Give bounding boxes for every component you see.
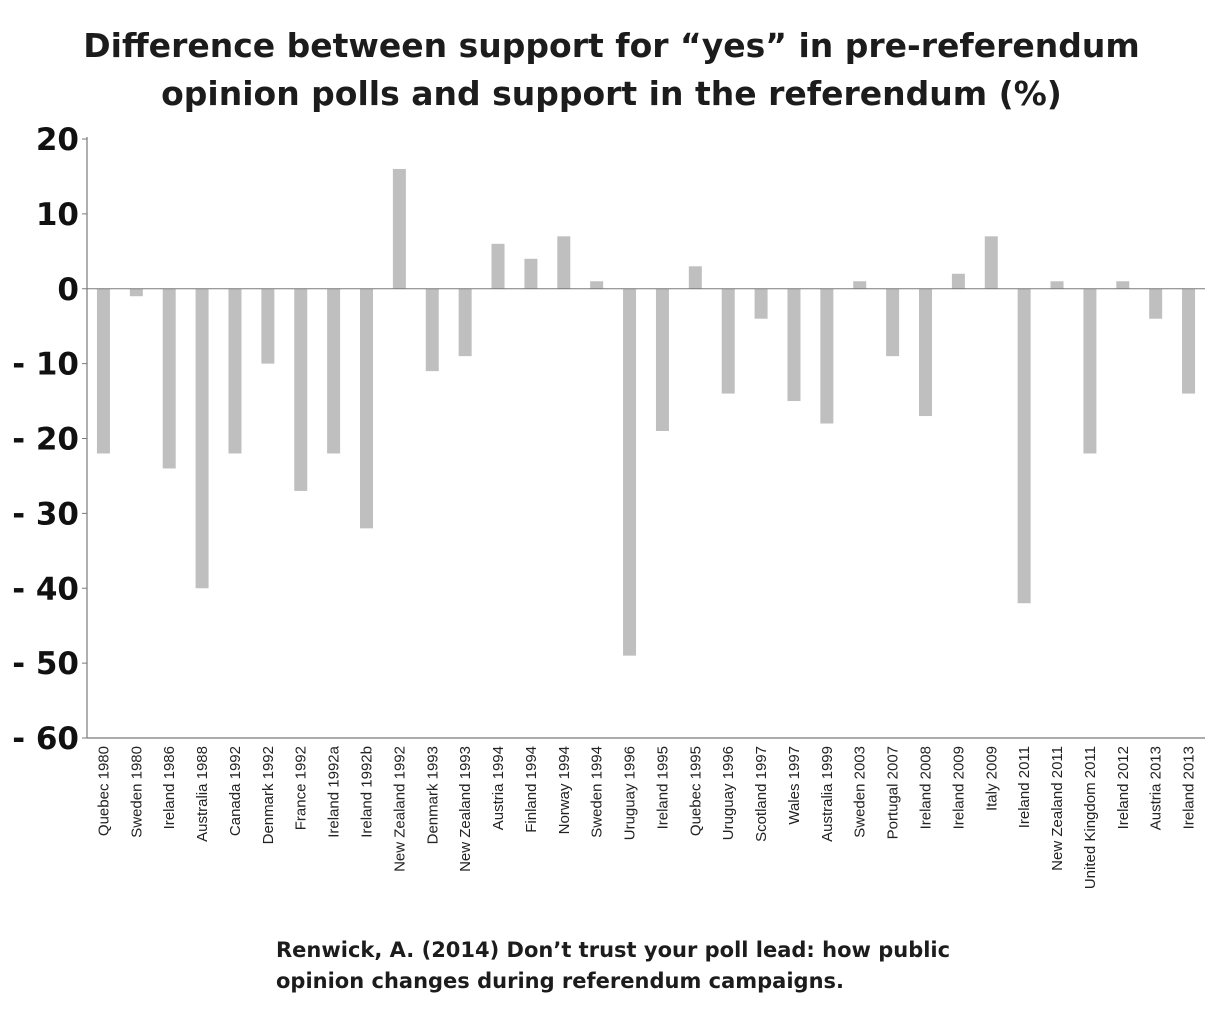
x-tick-label: France 1992 [293,746,310,830]
bar [721,288,735,394]
y-tick-label: - 30 [12,496,79,532]
y-axis-ticks: 20 10 0 - 10 - 20 - 30 - 40 - 50 - 60 [12,122,87,757]
y-tick-label: - 40 [12,571,79,607]
x-tick-label: Wales 1997 [786,746,803,825]
bar [1149,288,1163,319]
x-tick-label: Canada 1992 [227,746,244,836]
x-tick-label: Sweden 2003 [852,746,869,838]
x-tick-label: Finland 1994 [523,746,540,833]
bar [1083,288,1097,454]
x-tick-label: Italy 2009 [983,746,1000,811]
bar [491,243,505,289]
x-tick-label: Austria 2013 [1148,746,1165,830]
chart-title: Difference between support for “yes” in … [0,22,1223,118]
x-tick-label: Ireland 2013 [1181,746,1198,829]
bar [951,273,965,289]
x-tick-label: Australia 1999 [819,746,836,842]
bar [524,258,538,289]
bar [1017,288,1031,604]
x-tick-label: Denmark 1992 [260,746,277,844]
bar [228,288,242,454]
y-tick-label: 20 [36,122,79,158]
bar [261,288,275,364]
citation: Renwick, A. (2014) Don’t trust your poll… [276,935,1056,997]
citation-line-1: Renwick, A. (2014) Don’t trust your poll… [276,938,951,962]
chart-title-line-2: opinion polls and support in the referen… [161,74,1062,113]
bar [688,266,702,289]
y-tick-label: - 20 [12,422,79,458]
bar [919,288,932,417]
x-tick-label: Ireland 2011 [1016,746,1033,828]
bar [787,288,801,402]
x-tick-label: Australia 1988 [194,746,211,842]
x-tick-label: New Zealand 1992 [391,746,408,872]
bar [984,236,998,289]
bar [425,288,439,372]
bar [96,288,110,454]
x-tick-label: Austria 1994 [490,746,507,830]
x-tick-label: Quebec 1980 [95,746,112,836]
bar [590,281,604,289]
chart-title-line-1: Difference between support for “yes” in … [83,26,1140,65]
bar [820,288,834,424]
bar [1116,281,1130,289]
axes [86,137,1205,739]
bar [557,236,571,289]
x-tick-label: Sweden 1994 [589,746,606,838]
x-tick-label: Quebec 1995 [687,746,704,836]
bar [129,288,143,297]
bar [886,288,900,357]
bar [327,288,341,454]
x-tick-label: Denmark 1993 [424,746,441,844]
bar [754,288,768,319]
bar [294,288,308,491]
y-tick-label: 10 [36,197,79,233]
x-tick-label: Ireland 1986 [161,746,178,829]
x-tick-label: Ireland 1992a [326,745,343,837]
bar [655,288,669,432]
x-tick-label: Uruguay 1996 [622,746,639,840]
bar [458,288,472,357]
bar [392,168,406,289]
y-tick-label: - 50 [12,646,79,682]
bars [96,168,1196,656]
x-tick-label: United Kingdom 2011 [1082,746,1099,889]
x-tick-label: Ireland 1995 [654,746,671,829]
bar [360,288,373,529]
x-tick-label: Norway 1994 [556,746,573,834]
bar [1182,288,1196,394]
y-tick-label: 0 [57,272,79,308]
x-tick-label: New Zealand 2011 [1049,746,1066,871]
x-tick-label: Scotland 1997 [753,746,770,842]
y-tick-label: - 60 [12,721,79,757]
x-tick-label: Sweden 1980 [128,746,145,838]
x-tick-label: Ireland 2008 [918,746,935,829]
bar [853,281,867,289]
x-tick-label: New Zealand 1993 [457,746,474,872]
bar [162,288,176,469]
bar [195,288,209,589]
bar [623,288,637,656]
x-tick-label: Portugal 2007 [885,746,902,839]
x-tick-label: Ireland 2012 [1115,746,1132,829]
x-axis-labels: Quebec 1980 Sweden 1980 Ireland 1986 Austra… [95,745,1197,889]
x-tick-label: Ireland 2009 [950,746,967,829]
citation-line-2: opinion changes during referendum campai… [276,969,844,993]
x-tick-label: Ireland 1992b [359,746,376,838]
y-tick-label: - 10 [12,347,79,383]
x-tick-label: Uruguay 1996 [720,746,737,840]
bar [1050,281,1064,289]
